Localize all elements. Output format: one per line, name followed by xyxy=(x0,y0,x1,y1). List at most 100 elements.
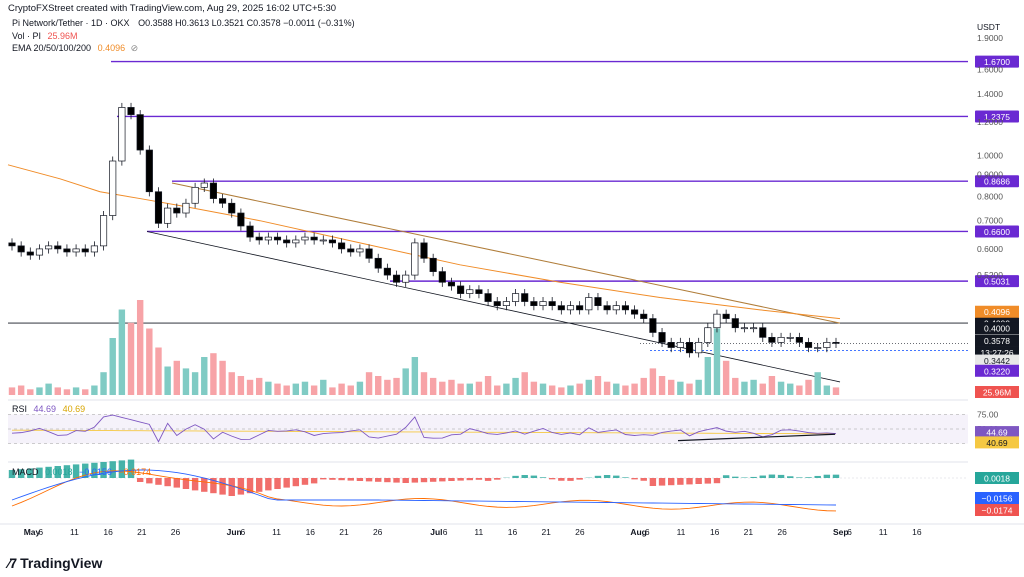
macd-histogram-bar xyxy=(27,468,34,478)
axis-unit: USDT xyxy=(977,22,1000,32)
rsi-line xyxy=(11,414,837,443)
macd-histogram-bar xyxy=(265,478,272,491)
time-tick: 6 xyxy=(847,527,852,537)
candle-body xyxy=(713,313,721,329)
volume-bar xyxy=(292,383,300,395)
candle-body xyxy=(383,267,391,276)
candle-body xyxy=(576,305,584,311)
macd-histogram-bar xyxy=(494,478,501,480)
volume-bar xyxy=(594,376,602,395)
volume-bar xyxy=(576,383,583,395)
candle-body xyxy=(127,107,135,115)
time-tick: Jul xyxy=(430,527,442,537)
macd-histogram-bar xyxy=(576,478,583,480)
macd-histogram-bar xyxy=(832,474,840,478)
time-tick: 26 xyxy=(373,527,383,537)
macd-histogram-bar xyxy=(228,478,235,496)
volume-bar xyxy=(246,379,254,395)
volume-bar xyxy=(567,385,574,395)
candle-body xyxy=(759,327,767,338)
candle-body xyxy=(81,248,89,253)
legend-rsi-label[interactable]: RSI xyxy=(12,404,28,414)
volume-bar xyxy=(274,383,281,395)
volume-bar xyxy=(814,372,821,395)
price-tag-bg-support xyxy=(975,364,1019,377)
candle-body xyxy=(8,242,16,247)
candle-body xyxy=(502,301,510,306)
volume-bar xyxy=(704,357,712,395)
volume-bar xyxy=(503,383,510,395)
chart-credit: CryptoFXStreet created with TradingView.… xyxy=(8,3,337,14)
volume-bar xyxy=(201,357,208,395)
candle-body xyxy=(676,342,684,348)
macd-histogram-bar xyxy=(594,475,602,478)
legend-rsi: RSI 44.69 40.69 xyxy=(12,403,85,415)
volume-bar xyxy=(530,381,538,395)
volume-bar xyxy=(512,377,519,395)
volume-bar xyxy=(155,347,162,395)
volume-bar xyxy=(494,385,501,395)
time-tick: 11 xyxy=(879,527,888,537)
time-tick: 11 xyxy=(677,527,686,537)
volume-bar xyxy=(301,381,309,395)
price-tick: 0.5200 xyxy=(977,270,1003,280)
legend-macd: MACD 0.0018 −0.0156 −0.0174 xyxy=(12,466,151,478)
macd-histogram-bar xyxy=(704,478,712,484)
price-tag-support: 0.3220 xyxy=(984,366,1010,376)
candle-body xyxy=(704,327,712,343)
macd-histogram-bar xyxy=(759,475,766,478)
tradingview-logo[interactable]: ⁄7 TradingView xyxy=(8,555,102,571)
candle-body xyxy=(594,297,602,306)
time-tick: 11 xyxy=(70,527,79,537)
candles xyxy=(8,102,840,358)
macd-histogram-bar xyxy=(365,478,373,482)
macd-histogram-bar xyxy=(823,474,831,478)
volume-bar xyxy=(393,377,400,395)
macd-histogram-bar xyxy=(787,476,794,478)
legend-symbol[interactable]: Pi Network/Tether · 1D · OKX xyxy=(12,18,130,28)
time-tick: Jun xyxy=(227,527,242,537)
candle-body xyxy=(438,271,446,283)
candle-body xyxy=(603,305,611,311)
candle-body xyxy=(731,318,739,329)
candle-body xyxy=(795,337,803,343)
legend-macd-label[interactable]: MACD xyxy=(12,467,39,477)
candle-body xyxy=(521,293,529,302)
macd-histogram-bar xyxy=(54,466,61,478)
candle-body xyxy=(585,297,593,311)
volume-bar xyxy=(649,368,657,395)
volume-bar xyxy=(109,338,116,395)
volume-bar xyxy=(521,372,528,395)
eye-off-icon[interactable]: ⊘ xyxy=(130,43,139,53)
macd-histogram-bar xyxy=(109,461,116,478)
rsi-value-tag-bg xyxy=(975,426,1019,439)
candle-body xyxy=(164,207,172,224)
macd-histogram-bar xyxy=(777,474,785,478)
candle-body xyxy=(667,342,675,348)
time-tick: Aug xyxy=(630,527,647,537)
candle-body xyxy=(814,347,822,349)
candle-body xyxy=(338,242,346,250)
candle-body xyxy=(45,245,53,250)
macd-histogram-bar xyxy=(411,478,419,483)
candle-body xyxy=(63,248,71,253)
volume-bar xyxy=(832,387,840,395)
macd-histogram-bar xyxy=(750,476,757,478)
price-tick: 1.2000 xyxy=(977,117,1003,127)
candle-body xyxy=(750,327,758,330)
volume-bar xyxy=(439,381,446,395)
macd-histogram-bar xyxy=(146,478,153,484)
candle-body xyxy=(310,236,318,241)
volume-bar xyxy=(457,383,464,395)
candle-body xyxy=(301,236,309,241)
macd-histogram-bar xyxy=(805,477,812,478)
macd-histogram-bar xyxy=(457,478,464,481)
time-tick: 6 xyxy=(443,527,448,537)
macd-histogram-bar xyxy=(310,478,318,484)
macd-histogram-bar xyxy=(622,477,629,478)
legend-vol-label[interactable]: Vol · PI xyxy=(12,31,42,41)
volume-bar xyxy=(8,387,16,395)
volume-bar xyxy=(219,360,226,395)
legend-ema-label[interactable]: EMA 20/50/100/200 xyxy=(12,43,92,53)
